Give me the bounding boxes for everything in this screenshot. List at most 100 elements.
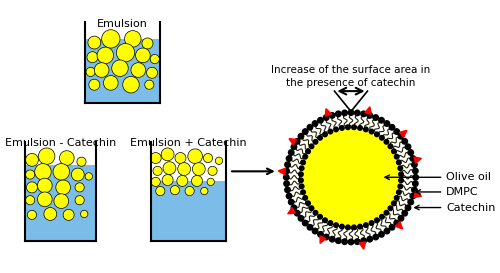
- Circle shape: [318, 135, 322, 140]
- Circle shape: [318, 232, 323, 237]
- Circle shape: [348, 110, 354, 115]
- Bar: [151, 141, 226, 241]
- Bar: [151, 181, 226, 241]
- Circle shape: [303, 155, 308, 159]
- Circle shape: [402, 139, 407, 144]
- Circle shape: [367, 113, 372, 118]
- Circle shape: [394, 129, 400, 134]
- Circle shape: [150, 54, 160, 64]
- Circle shape: [322, 218, 328, 222]
- Circle shape: [312, 121, 318, 126]
- Circle shape: [286, 193, 292, 199]
- Circle shape: [200, 187, 208, 195]
- Circle shape: [303, 195, 308, 200]
- Circle shape: [178, 163, 190, 176]
- Polygon shape: [288, 207, 296, 214]
- Circle shape: [354, 239, 360, 244]
- Circle shape: [136, 48, 150, 63]
- Circle shape: [87, 52, 98, 63]
- Circle shape: [307, 224, 312, 230]
- Circle shape: [300, 184, 304, 189]
- Circle shape: [307, 124, 312, 130]
- Circle shape: [122, 76, 139, 93]
- Circle shape: [342, 110, 347, 116]
- Bar: [85, 22, 160, 103]
- Circle shape: [144, 80, 154, 89]
- Circle shape: [348, 239, 354, 245]
- Circle shape: [408, 199, 414, 205]
- Circle shape: [192, 163, 205, 176]
- Circle shape: [38, 192, 52, 207]
- Circle shape: [177, 176, 188, 186]
- Circle shape: [354, 110, 360, 116]
- Circle shape: [324, 115, 329, 120]
- Circle shape: [352, 125, 356, 129]
- Circle shape: [336, 111, 341, 117]
- Circle shape: [384, 121, 390, 126]
- Circle shape: [398, 172, 404, 177]
- Circle shape: [188, 149, 202, 164]
- Circle shape: [328, 221, 332, 225]
- Circle shape: [54, 194, 68, 209]
- Circle shape: [285, 187, 290, 193]
- Circle shape: [334, 223, 338, 227]
- Text: Emulsion + Catechin: Emulsion + Catechin: [130, 138, 247, 148]
- Circle shape: [26, 182, 38, 193]
- Circle shape: [153, 166, 162, 176]
- Circle shape: [288, 150, 294, 155]
- Circle shape: [291, 205, 296, 210]
- Circle shape: [394, 220, 400, 226]
- Circle shape: [334, 127, 338, 132]
- Circle shape: [392, 149, 396, 154]
- Text: Increase of the surface area in
the presence of catechin: Increase of the surface area in the pres…: [272, 65, 430, 88]
- Circle shape: [340, 126, 344, 130]
- Polygon shape: [278, 168, 285, 175]
- Circle shape: [298, 178, 303, 183]
- Text: Emulsion: Emulsion: [98, 19, 148, 29]
- Circle shape: [300, 166, 304, 171]
- Circle shape: [26, 153, 38, 166]
- Circle shape: [56, 180, 70, 195]
- Circle shape: [208, 166, 217, 176]
- Circle shape: [374, 218, 379, 222]
- Text: Olive oil: Olive oil: [385, 172, 492, 182]
- Circle shape: [192, 176, 202, 186]
- Circle shape: [388, 206, 392, 210]
- Circle shape: [131, 63, 146, 77]
- Circle shape: [394, 195, 399, 200]
- Circle shape: [75, 183, 84, 192]
- Circle shape: [374, 132, 379, 137]
- Circle shape: [396, 190, 401, 194]
- Circle shape: [380, 215, 384, 219]
- Circle shape: [380, 135, 384, 140]
- Polygon shape: [400, 130, 407, 137]
- Circle shape: [384, 140, 388, 144]
- Circle shape: [156, 186, 165, 196]
- Circle shape: [364, 127, 368, 132]
- Circle shape: [318, 215, 322, 219]
- Circle shape: [412, 181, 418, 186]
- Bar: [24, 165, 96, 241]
- Circle shape: [402, 210, 407, 216]
- Circle shape: [306, 149, 310, 154]
- Circle shape: [291, 144, 296, 150]
- Polygon shape: [414, 157, 422, 163]
- Circle shape: [312, 228, 318, 234]
- Circle shape: [352, 225, 356, 230]
- Circle shape: [406, 205, 411, 210]
- Circle shape: [34, 164, 51, 180]
- Circle shape: [75, 196, 84, 205]
- Circle shape: [367, 236, 372, 242]
- Circle shape: [38, 148, 55, 164]
- Circle shape: [146, 67, 158, 78]
- Bar: [85, 39, 160, 103]
- Circle shape: [346, 225, 350, 230]
- Circle shape: [102, 30, 120, 48]
- Circle shape: [112, 60, 128, 76]
- Circle shape: [298, 172, 303, 177]
- Circle shape: [26, 196, 35, 205]
- Circle shape: [318, 117, 323, 123]
- Circle shape: [328, 129, 332, 134]
- Circle shape: [408, 150, 414, 155]
- Circle shape: [86, 67, 95, 76]
